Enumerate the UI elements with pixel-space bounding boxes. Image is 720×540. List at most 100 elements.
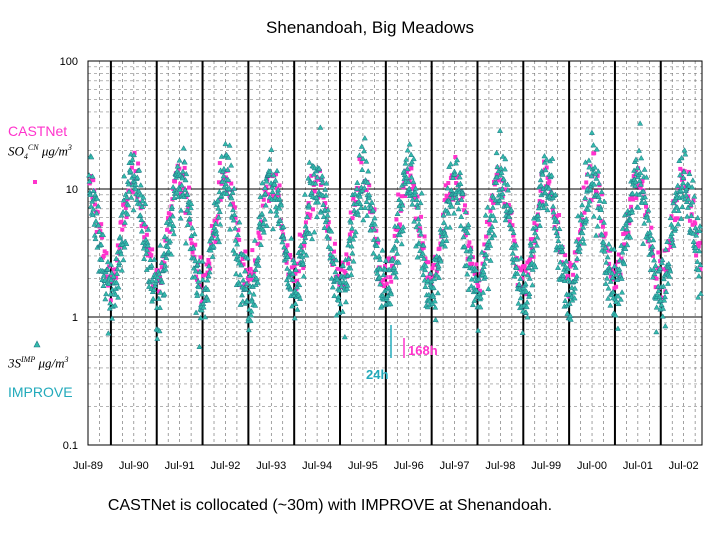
- improve-point: [276, 195, 283, 202]
- improve-point: [139, 203, 146, 209]
- improve-point: [603, 259, 610, 265]
- castnet-point: [511, 233, 516, 238]
- improve-point: [206, 268, 213, 275]
- improve-point: [95, 222, 102, 228]
- improve-point: [447, 160, 454, 167]
- castnet-point: [158, 275, 163, 280]
- castnet-point: [284, 260, 289, 265]
- improve-point: [460, 233, 467, 240]
- castnet-point: [448, 176, 453, 181]
- improve-point: [605, 241, 612, 247]
- improve-point: [195, 278, 202, 284]
- improve-point: [397, 205, 404, 212]
- improve-point: [653, 328, 660, 335]
- improve-point: [121, 219, 128, 225]
- x-tick-label: Jul-94: [302, 460, 332, 472]
- improve-point: [222, 140, 229, 147]
- improve-point: [350, 236, 357, 242]
- castnet-point: [488, 208, 493, 213]
- improve-point: [513, 241, 520, 248]
- improve-point: [410, 178, 417, 185]
- improve-point: [121, 172, 128, 179]
- improve-point: [674, 182, 681, 188]
- castnet-point: [343, 270, 348, 275]
- improve-point: [660, 283, 667, 289]
- castnet-point: [392, 233, 397, 238]
- castnet-point: [249, 277, 254, 282]
- improve-point: [487, 242, 494, 248]
- improve-point: [600, 219, 607, 225]
- improve-point: [396, 196, 403, 202]
- improve-point: [380, 271, 387, 278]
- improve-point: [361, 134, 368, 141]
- improve-point: [443, 224, 450, 230]
- improve-point: [695, 294, 702, 300]
- castnet-point: [183, 210, 188, 215]
- improve-point: [186, 209, 193, 216]
- improve-point: [232, 225, 239, 231]
- improve-point: [588, 172, 595, 179]
- improve-point: [640, 188, 647, 194]
- chart-title: Shenandoah, Big Meadows: [266, 18, 474, 37]
- castnet-point: [629, 195, 634, 200]
- improve-point: [301, 238, 308, 244]
- castnet-point: [665, 247, 670, 252]
- improve-point: [277, 217, 284, 223]
- improve-point: [523, 303, 530, 310]
- improve-point: [488, 227, 495, 233]
- improve-point: [263, 222, 270, 228]
- castnet-point: [346, 261, 351, 266]
- castnet-point: [437, 246, 442, 251]
- improve-point: [694, 214, 701, 221]
- improve-point: [499, 190, 506, 197]
- improve-point: [499, 153, 507, 159]
- castnet-point: [124, 215, 129, 220]
- improve-point: [394, 223, 401, 230]
- improve-point: [585, 201, 592, 208]
- improve-point: [243, 280, 250, 286]
- castnet-point: [656, 250, 661, 255]
- improve-point: [489, 223, 496, 230]
- castnet-point: [216, 180, 221, 185]
- improve-point: [199, 276, 206, 283]
- improve-point: [554, 232, 561, 239]
- castnet-point: [324, 206, 329, 211]
- castnet-point: [323, 201, 328, 206]
- improve-point: [603, 275, 610, 281]
- improve-point: [500, 176, 507, 182]
- improve-point: [137, 212, 144, 218]
- improve-point: [681, 195, 688, 202]
- improve-point: [420, 255, 427, 261]
- improve-point: [255, 262, 262, 268]
- improve-point: [272, 194, 279, 200]
- x-tick-label: Jul-95: [348, 460, 378, 472]
- improve-point: [114, 265, 121, 272]
- x-tick-label: Jul-97: [440, 460, 470, 472]
- castnet-point: [530, 237, 535, 242]
- castnet-point: [396, 192, 401, 197]
- improve-point: [231, 211, 238, 217]
- improve-point: [165, 248, 172, 254]
- castnet-point: [204, 262, 209, 267]
- castnet-point: [264, 184, 269, 189]
- improve-point: [313, 213, 321, 219]
- improve-point: [579, 201, 586, 208]
- castnet-point: [230, 201, 235, 206]
- improve-point: [128, 194, 135, 200]
- castnet-point: [292, 264, 297, 269]
- improve-point: [156, 327, 163, 334]
- castnet-point: [453, 155, 458, 160]
- improve-point: [323, 216, 330, 223]
- improve-point: [181, 159, 188, 165]
- improve-point: [542, 166, 549, 173]
- improve-point: [690, 230, 697, 236]
- castnet-point: [348, 210, 353, 215]
- improve-point: [187, 204, 194, 211]
- castnet-point: [482, 242, 487, 247]
- improve-point: [434, 289, 441, 296]
- improve-point: [252, 302, 259, 308]
- improve-point: [230, 217, 237, 223]
- improve-point: [140, 194, 147, 200]
- improve-point: [115, 294, 122, 300]
- improve-point: [432, 316, 439, 323]
